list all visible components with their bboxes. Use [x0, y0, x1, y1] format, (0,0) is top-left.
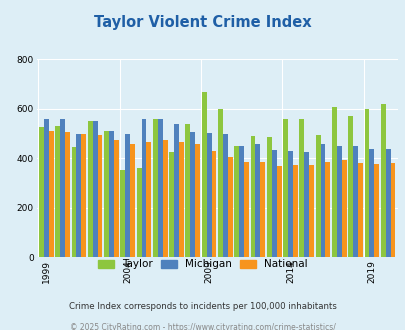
Bar — [81, 134, 86, 257]
Bar — [380, 104, 385, 257]
Bar — [373, 164, 378, 257]
Bar — [158, 119, 162, 257]
Bar — [190, 132, 195, 257]
Bar — [239, 146, 243, 257]
Bar — [44, 119, 49, 257]
Bar — [39, 127, 44, 257]
Bar — [227, 157, 232, 257]
Bar — [97, 135, 102, 257]
Bar — [282, 119, 287, 257]
Bar — [390, 163, 394, 257]
Bar — [76, 134, 81, 257]
Bar — [298, 119, 303, 257]
Bar — [169, 152, 174, 257]
Bar — [195, 144, 200, 257]
Bar — [250, 136, 255, 257]
Bar — [347, 115, 352, 257]
Bar — [331, 107, 336, 257]
Bar — [92, 121, 97, 257]
Bar — [303, 152, 309, 257]
Bar — [49, 131, 53, 257]
Text: © 2025 CityRating.com - https://www.cityrating.com/crime-statistics/: © 2025 CityRating.com - https://www.city… — [70, 323, 335, 330]
Bar — [266, 137, 271, 257]
Legend: Taylor, Michigan, National: Taylor, Michigan, National — [94, 255, 311, 274]
Bar — [309, 165, 313, 257]
Bar — [206, 133, 211, 257]
Bar — [87, 121, 92, 257]
Bar — [320, 144, 325, 257]
Bar — [276, 166, 281, 257]
Bar — [217, 109, 222, 257]
Bar — [60, 119, 65, 257]
Bar — [364, 109, 369, 257]
Bar — [146, 142, 151, 257]
Bar — [55, 126, 60, 257]
Bar — [385, 149, 390, 257]
Bar — [113, 140, 118, 257]
Bar — [141, 119, 146, 257]
Bar — [109, 131, 113, 257]
Bar — [130, 144, 135, 257]
Bar — [325, 162, 330, 257]
Bar — [271, 150, 276, 257]
Bar — [292, 165, 297, 257]
Bar — [162, 140, 167, 257]
Bar — [179, 142, 183, 257]
Bar — [125, 134, 130, 257]
Text: Taylor Violent Crime Index: Taylor Violent Crime Index — [94, 15, 311, 30]
Bar — [234, 146, 239, 257]
Bar — [71, 147, 76, 257]
Bar — [357, 163, 362, 257]
Bar — [104, 131, 109, 257]
Bar — [136, 168, 141, 257]
Bar — [65, 132, 70, 257]
Bar — [174, 124, 179, 257]
Bar — [243, 162, 248, 257]
Bar — [341, 160, 346, 257]
Bar — [260, 162, 264, 257]
Bar — [120, 170, 125, 257]
Bar — [287, 151, 292, 257]
Text: Crime Index corresponds to incidents per 100,000 inhabitants: Crime Index corresponds to incidents per… — [69, 302, 336, 311]
Bar — [185, 124, 190, 257]
Bar — [369, 149, 373, 257]
Bar — [222, 134, 227, 257]
Bar — [336, 146, 341, 257]
Bar — [315, 135, 320, 257]
Bar — [255, 144, 260, 257]
Bar — [211, 151, 216, 257]
Bar — [153, 119, 158, 257]
Bar — [352, 146, 357, 257]
Bar — [201, 92, 206, 257]
